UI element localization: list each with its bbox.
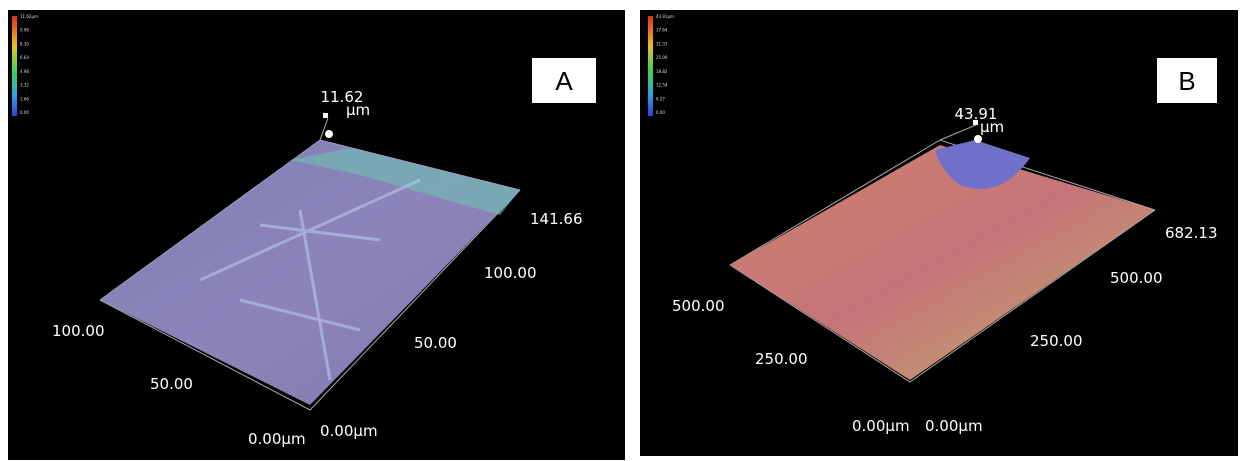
right-axis-label: 50.00: [414, 334, 457, 352]
right-axis-label: 250.00: [1030, 332, 1083, 350]
colorbar-label: 4.98: [20, 69, 29, 74]
z-unit: µm: [980, 118, 1004, 136]
panel-label: A: [555, 66, 573, 96]
colorbar-label: 0.00: [20, 110, 29, 115]
z-unit: µm: [346, 101, 370, 119]
marker: [325, 130, 333, 138]
panel-a: A 11.62 µm 141.66 100.00 50.00 0.00µm 10…: [8, 10, 625, 460]
panel-label: B: [1178, 66, 1195, 96]
colorbar: [648, 16, 653, 116]
right-axis-label: 500.00: [1110, 269, 1163, 287]
colorbar-label: 25.09: [656, 55, 668, 60]
colorbar: [12, 16, 17, 116]
colorbar-label: 6.27: [656, 96, 665, 101]
left-axis-label: 250.00: [755, 350, 808, 368]
colorbar-label: 11.62µm: [20, 14, 38, 19]
marker: [323, 113, 328, 118]
colorbar-label: 6.64: [20, 55, 29, 60]
colorbar-label: 8.30: [20, 41, 29, 46]
colorbar-label: 1.66: [20, 96, 29, 101]
left-axis-label: 100.00: [52, 322, 105, 340]
colorbar-label: 18.82: [656, 69, 668, 74]
colorbar-label: 37.64: [656, 28, 668, 33]
right-axis-label: 141.66: [530, 210, 583, 228]
colorbar-label: 3.32: [20, 83, 29, 88]
right-axis-label: 682.13: [1165, 224, 1218, 242]
marker: [974, 135, 982, 143]
colorbar-label: 9.96: [20, 28, 29, 33]
colorbar-label: 0.00: [656, 110, 665, 115]
panel-b: B 43.91 µm 682.13 500.00 250.00 0.00µm 5…: [640, 10, 1238, 456]
colorbar-label: 43.91µm: [656, 14, 674, 19]
colorbar-label: 12.54: [656, 83, 668, 88]
figure: A 11.62 µm 141.66 100.00 50.00 0.00µm 10…: [0, 0, 1246, 461]
right-axis-label: 0.00µm: [320, 422, 378, 440]
colorbar-label: 31.37: [656, 41, 668, 46]
left-axis-label: 0.00µm: [248, 430, 306, 448]
left-axis-label: 500.00: [672, 297, 725, 315]
right-axis-label: 0.00µm: [925, 417, 983, 435]
left-axis-label: 50.00: [150, 375, 193, 393]
left-axis-label: 0.00µm: [852, 417, 910, 435]
right-axis-label: 100.00: [484, 264, 537, 282]
